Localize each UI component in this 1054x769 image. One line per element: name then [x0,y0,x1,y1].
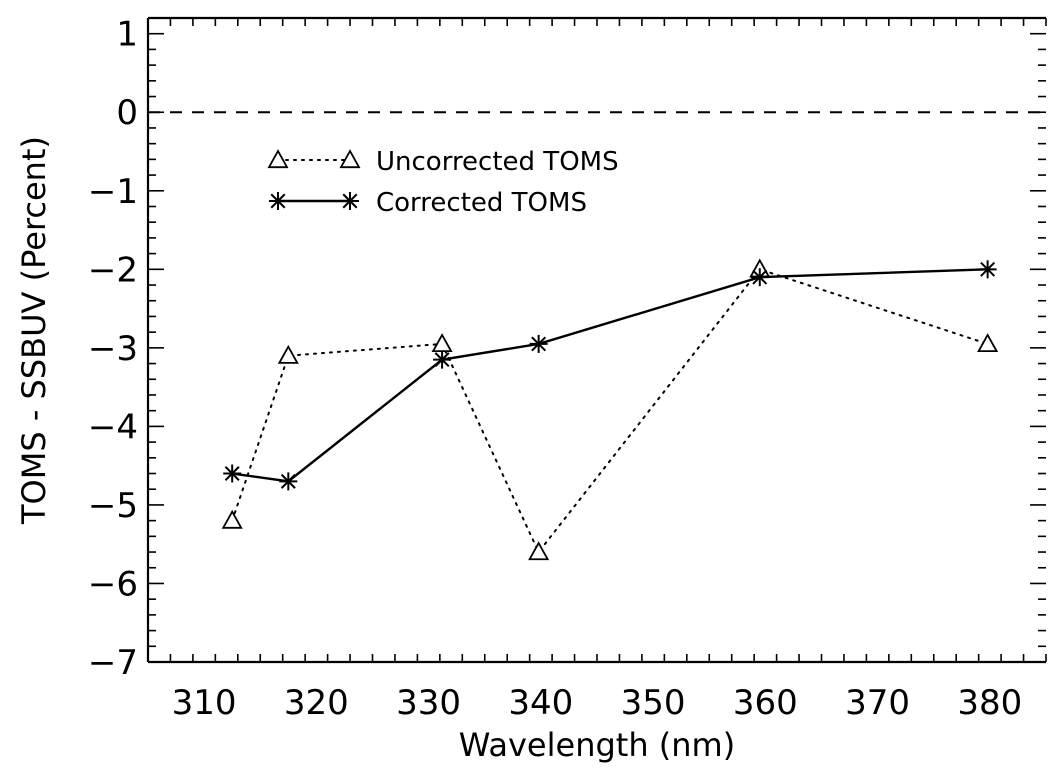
asterisk-marker [529,334,548,353]
triangle-marker [431,333,453,353]
triangle-marker [221,509,243,529]
y-tick-label: −1 [88,172,138,212]
x-tick-label: 380 [957,683,1022,723]
y-tick-label: −3 [88,329,138,369]
x-tick-label: 310 [172,683,237,723]
series-layer [221,258,999,561]
asterisk-marker [750,268,769,287]
triangle-marker [528,541,550,561]
asterisk-marker [433,350,452,369]
series-line [230,268,989,483]
legend-label: Corrected TOMS [376,188,587,218]
x-tick-label: 340 [508,683,573,723]
legend-triangle-marker [267,149,289,169]
y-tick-label: −2 [88,250,138,290]
series-line [231,268,989,554]
x-axis-label: Wavelength (nm) [459,726,735,764]
legend-label: Uncorrected TOMS [376,147,619,177]
x-tick-label: 370 [845,683,910,723]
legend-asterisk-marker [269,192,287,210]
x-tick-label: 360 [733,683,798,723]
legend: Uncorrected TOMS Corrected TOMS [267,147,619,218]
triangle-marker [277,344,299,364]
y-tick-label: −7 [88,643,138,683]
y-tick-label: −4 [88,407,138,447]
legend-triangle-marker [339,149,361,169]
series-corrected-toms [223,260,997,491]
asterisk-marker [978,260,997,279]
legend-entry: Uncorrected TOMS [267,147,619,177]
y-tick-label: −5 [88,486,138,526]
axes: 310 320 330 340 350 360 370 380 1 0 −1 −2 −3 −4 −5 −6 −7 [88,15,1047,723]
x-tick-label: 350 [621,683,686,723]
asterisk-marker [279,472,298,491]
triangle-marker [977,333,999,353]
x-tick-label: 320 [284,683,349,723]
legend-entry: Corrected TOMS [269,188,587,218]
legend-asterisk-marker [341,192,359,210]
x-tick-label: 330 [396,683,461,723]
asterisk-marker [223,464,242,483]
y-tick-label: 1 [116,15,138,55]
y-axis-label: TOMS - SSBUV (Percent) [15,136,53,525]
y-tick-label: 0 [116,93,138,133]
series-uncorrected-toms [221,258,999,561]
y-tick-label: −6 [88,564,138,604]
